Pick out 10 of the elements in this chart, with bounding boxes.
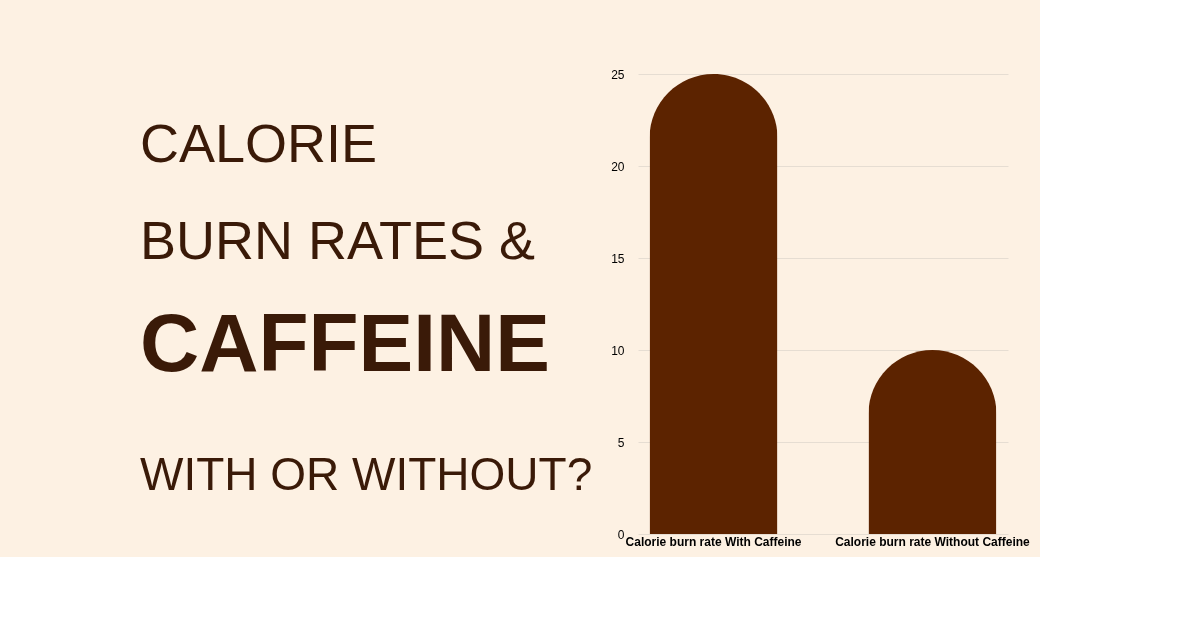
text: CALORIE BURN RATES & CAFFEINE xyxy=(140,113,550,388)
y-tick-label: 5 xyxy=(617,435,625,450)
y-tick-label: 25 xyxy=(611,67,625,82)
text: WITH OR WITHOUT? xyxy=(140,448,593,500)
y-tick-label: 0 xyxy=(617,527,625,542)
x-tick-label: Calorie burn rate Without Caffeine xyxy=(835,534,1031,549)
y-tick-label: 20 xyxy=(611,159,625,174)
y-tick-label: 10 xyxy=(611,343,625,358)
y-tick-label: 15 xyxy=(611,251,625,266)
x-tick-label: Calorie burn rate With Caffeine xyxy=(625,534,802,549)
